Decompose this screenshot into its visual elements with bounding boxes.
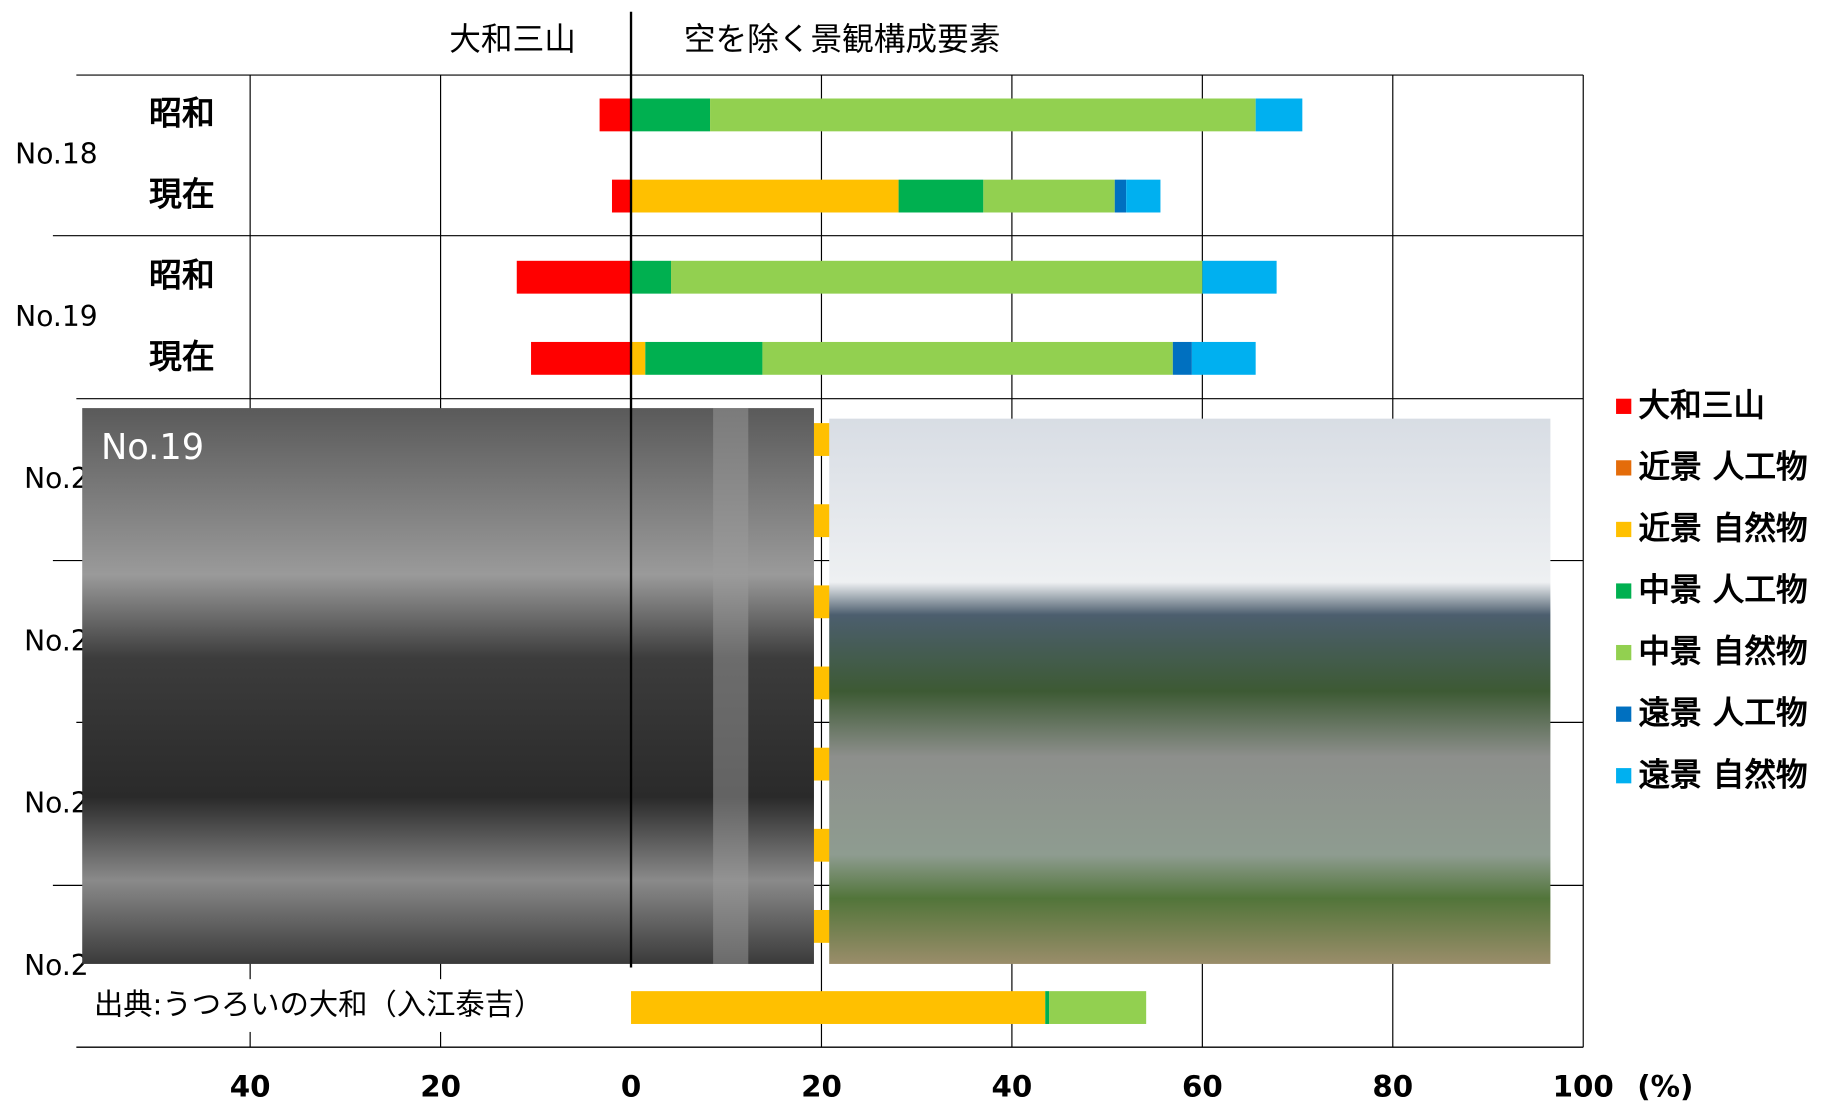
group-label: No.19 [15, 300, 97, 333]
group-label: No.2 [24, 949, 89, 982]
bar-segment [1045, 991, 1050, 1024]
bar-segment [631, 991, 1046, 1024]
group-label: No.2 [24, 462, 89, 495]
x-tick-label: 40 [230, 1070, 271, 1104]
caption-box [76, 979, 622, 1032]
x-tick-label: 20 [801, 1070, 842, 1104]
bar-segment [631, 260, 672, 294]
photo-label: No.19 [101, 427, 204, 468]
x-tick-label: 20 [420, 1070, 461, 1104]
group-label: No.18 [15, 137, 97, 170]
legend-label: 大和三山 [1638, 388, 1765, 424]
bar-segment [631, 341, 646, 375]
bar-segment [710, 98, 1256, 132]
bar-segment [1172, 341, 1192, 375]
legend-swatch [1616, 398, 1632, 414]
bar-segment [898, 179, 984, 213]
bar-segment [531, 341, 632, 375]
bar-segment [1126, 179, 1161, 213]
category-label: 現在 [149, 176, 215, 214]
bar-segment [1114, 179, 1127, 213]
bar-segment [611, 179, 632, 213]
legend-swatch [1616, 768, 1632, 784]
bar-segment [1191, 341, 1256, 375]
bar-segment [671, 260, 1203, 294]
header-right: 空を除く景観構成要素 [684, 22, 1001, 58]
source: 出典:うつろいの大和（入江泰吉） [94, 988, 543, 1022]
category-label: 昭和 [149, 94, 215, 132]
bar-segment [1255, 98, 1303, 132]
bar-segment [983, 179, 1115, 213]
legend-swatch [1616, 521, 1632, 538]
bar-segment [645, 341, 763, 375]
legend-label: 近景 自然物 [1638, 510, 1807, 547]
legend-swatch [1616, 583, 1632, 599]
group-label: No.2 [24, 624, 89, 657]
header-left: 大和三山 [449, 22, 576, 58]
bar-segment [631, 98, 711, 132]
legend-label: 中景 人工物 [1638, 573, 1807, 609]
legend-swatch [1616, 644, 1632, 661]
x-tick-label: 0 [621, 1070, 641, 1104]
category-label: 現在 [149, 338, 215, 376]
photo-old [82, 408, 814, 964]
bar-segment [1049, 991, 1147, 1024]
bar-segment [762, 341, 1173, 375]
bar-segment [1202, 260, 1277, 294]
legend-label: 遠景 自然物 [1638, 756, 1807, 793]
bar-segment [631, 179, 899, 213]
x-unit: (%) [1637, 1070, 1693, 1104]
legend-label: 近景 人工物 [1638, 449, 1807, 485]
category-label: 昭和 [149, 257, 215, 295]
x-tick-label: 60 [1182, 1070, 1223, 1104]
legend-label: 中景 自然物 [1638, 633, 1807, 670]
photo-strip [713, 408, 749, 964]
photo-new [829, 418, 1551, 964]
bar-segment [599, 98, 632, 132]
legend-label: 遠景 人工物 [1638, 696, 1807, 732]
x-tick-label: 80 [1372, 1070, 1413, 1104]
legend-swatch [1616, 460, 1632, 476]
x-tick-label: 40 [992, 1070, 1033, 1104]
x-tick-label: 100 [1553, 1070, 1614, 1104]
group-label: No.2 [24, 787, 89, 820]
bar-segment [516, 260, 632, 294]
legend-swatch [1616, 706, 1632, 722]
